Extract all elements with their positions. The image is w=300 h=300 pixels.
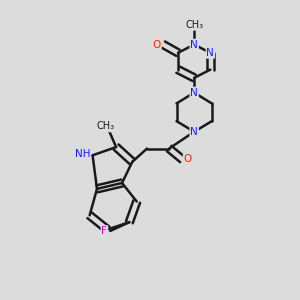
Text: N: N [190, 127, 198, 137]
Text: N: N [190, 40, 198, 50]
Text: O: O [184, 154, 192, 164]
Text: O: O [153, 40, 161, 50]
Text: N: N [206, 48, 214, 58]
Text: N: N [190, 88, 198, 98]
Text: CH₃: CH₃ [185, 20, 203, 30]
Text: NH: NH [75, 149, 90, 159]
Text: CH₃: CH₃ [97, 122, 115, 131]
Text: F: F [101, 226, 107, 236]
